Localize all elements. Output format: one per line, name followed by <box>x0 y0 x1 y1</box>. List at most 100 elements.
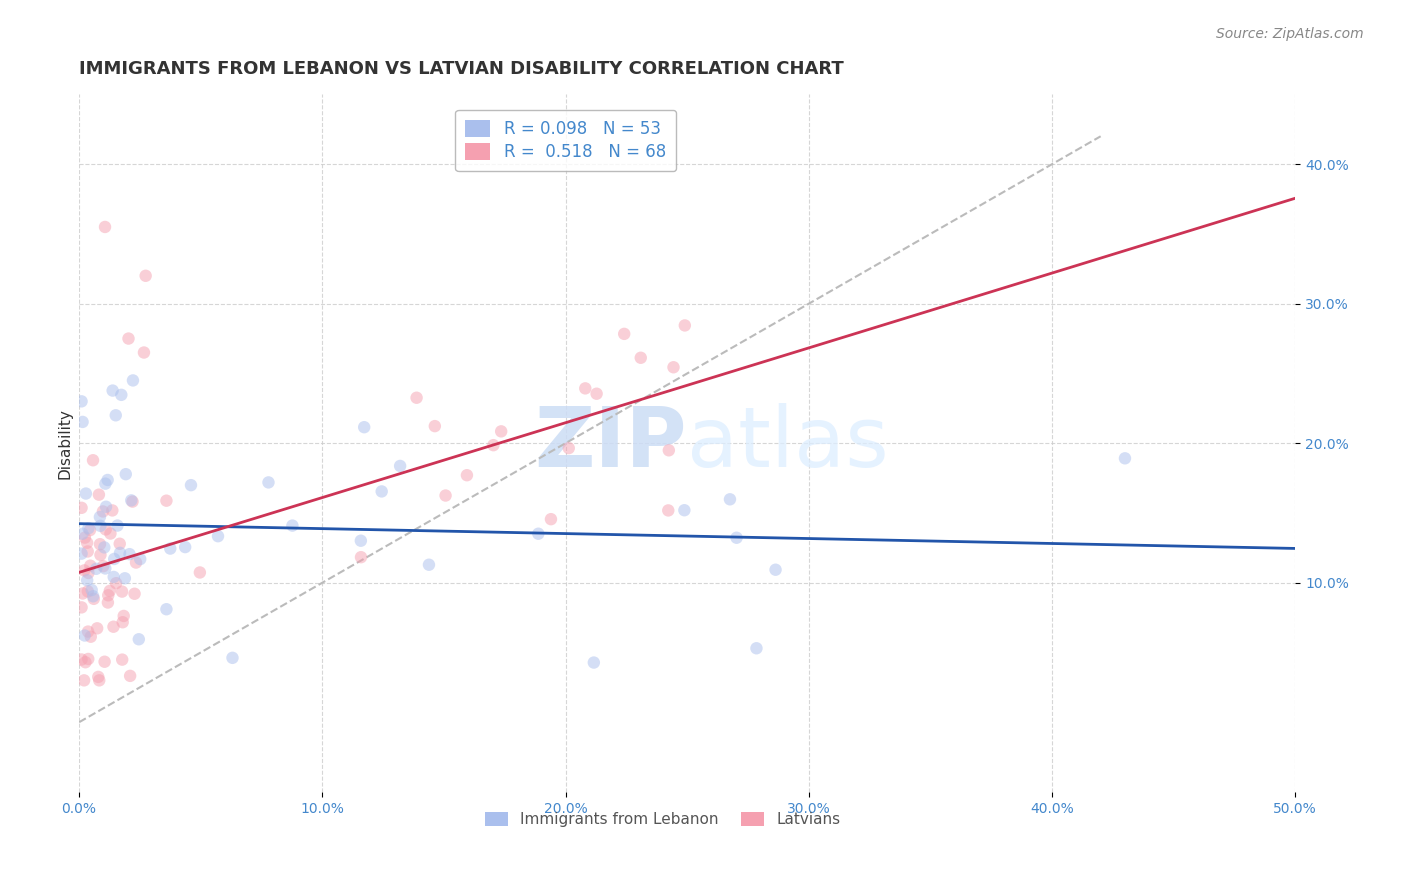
Point <box>97 595 120 609</box>
Point <box>745 641 768 656</box>
Point <box>91 504 114 518</box>
Point <box>73 628 96 642</box>
Legend: Immigrants from Lebanon, Latvians: Immigrants from Lebanon, Latvians <box>479 805 846 833</box>
Point <box>101 503 124 517</box>
Y-axis label: Disability: Disability <box>58 408 72 479</box>
Point <box>281 518 304 533</box>
Point <box>108 537 131 551</box>
Point <box>73 673 96 688</box>
Point <box>110 388 132 402</box>
Point <box>70 500 93 515</box>
Point <box>155 602 177 616</box>
Point <box>658 443 681 458</box>
Point <box>673 318 696 333</box>
Point <box>72 415 94 429</box>
Point <box>77 652 100 666</box>
Point <box>423 419 446 434</box>
Point <box>79 523 101 537</box>
Point <box>1114 451 1136 466</box>
Point <box>101 384 124 398</box>
Point <box>558 441 581 455</box>
Point <box>111 615 134 630</box>
Point <box>207 529 229 543</box>
Point <box>75 486 97 500</box>
Point <box>73 563 96 577</box>
Point <box>574 381 596 395</box>
Point <box>89 510 111 524</box>
Point <box>353 420 375 434</box>
Point <box>76 584 98 599</box>
Point <box>89 537 111 551</box>
Point <box>76 544 98 558</box>
Point <box>132 345 155 359</box>
Point <box>174 540 197 554</box>
Point <box>118 547 141 561</box>
Point <box>718 492 741 507</box>
Point <box>98 583 121 598</box>
Point <box>114 467 136 482</box>
Point <box>82 589 104 603</box>
Point <box>103 620 125 634</box>
Point <box>89 548 111 562</box>
Point <box>370 484 392 499</box>
Point <box>94 500 117 514</box>
Point <box>630 351 652 365</box>
Point <box>613 326 636 341</box>
Point <box>79 558 101 573</box>
Point <box>527 526 550 541</box>
Point <box>125 556 148 570</box>
Point <box>77 624 100 639</box>
Point <box>122 373 145 387</box>
Point <box>107 518 129 533</box>
Point <box>112 609 135 624</box>
Point <box>540 512 562 526</box>
Text: atlas: atlas <box>688 402 889 483</box>
Point <box>80 630 103 644</box>
Point <box>94 561 117 575</box>
Point <box>120 669 142 683</box>
Point <box>103 552 125 566</box>
Point <box>89 519 111 533</box>
Point <box>765 563 787 577</box>
Point <box>100 526 122 541</box>
Point <box>70 600 93 615</box>
Point <box>87 670 110 684</box>
Point <box>657 503 679 517</box>
Point <box>72 586 94 600</box>
Point <box>350 550 373 565</box>
Point <box>673 503 696 517</box>
Point <box>257 475 280 490</box>
Point <box>662 360 685 375</box>
Point <box>121 494 143 508</box>
Point <box>434 489 457 503</box>
Point <box>89 673 111 688</box>
Point <box>725 531 748 545</box>
Point <box>87 488 110 502</box>
Point <box>489 425 512 439</box>
Point <box>70 394 93 409</box>
Point <box>93 541 115 555</box>
Text: Source: ZipAtlas.com: Source: ZipAtlas.com <box>1216 27 1364 41</box>
Point <box>120 493 142 508</box>
Point <box>585 386 607 401</box>
Point <box>456 468 478 483</box>
Point <box>135 268 157 283</box>
Point <box>94 219 117 234</box>
Text: IMMIGRANTS FROM LEBANON VS LATVIAN DISABILITY CORRELATION CHART: IMMIGRANTS FROM LEBANON VS LATVIAN DISAB… <box>79 60 844 78</box>
Point <box>114 571 136 585</box>
Point <box>124 587 146 601</box>
Point <box>73 531 96 545</box>
Point <box>103 570 125 584</box>
Point <box>76 535 98 549</box>
Point <box>155 493 177 508</box>
Point <box>70 652 93 666</box>
Point <box>86 621 108 635</box>
Point <box>350 533 373 548</box>
Point <box>80 582 103 597</box>
Point <box>405 391 427 405</box>
Point <box>104 409 127 423</box>
Point <box>582 656 605 670</box>
Point <box>75 655 97 669</box>
Point <box>105 576 128 591</box>
Point <box>94 523 117 537</box>
